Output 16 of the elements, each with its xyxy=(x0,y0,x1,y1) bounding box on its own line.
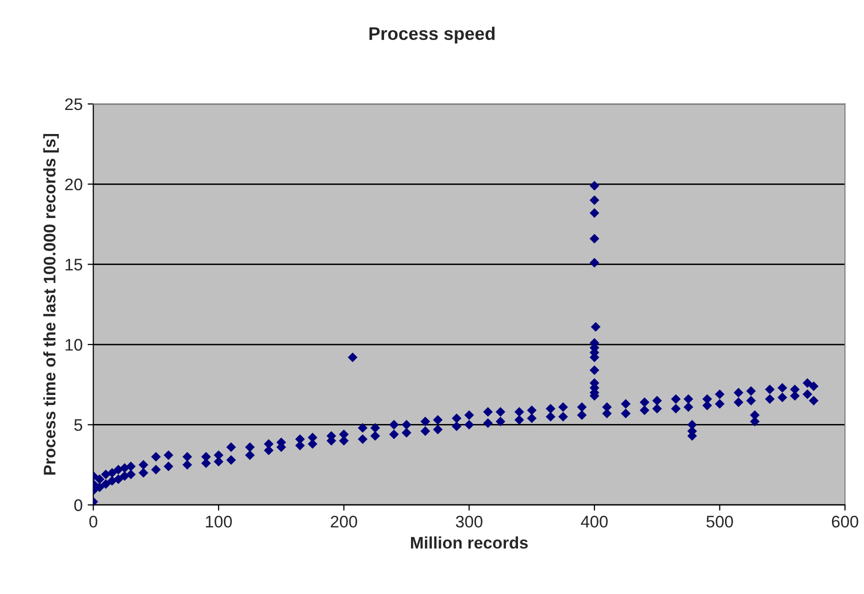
x-tick-label: 400 xyxy=(580,516,608,528)
x-tick-label: 600 xyxy=(832,516,858,528)
y-axis-title: Process time of the last 100.000 records [s] xyxy=(43,134,59,475)
x-tick-label: 100 xyxy=(206,516,232,528)
x-tick-label: 300 xyxy=(456,516,482,528)
y-tick-label: 25 xyxy=(65,98,82,110)
chart-title: Process speed xyxy=(369,26,495,44)
y-tick-label: 15 xyxy=(66,258,82,271)
y-tick-label: 20 xyxy=(65,178,82,190)
y-tick-label: 10 xyxy=(66,338,82,351)
x-tick-label: 500 xyxy=(706,516,733,528)
y-tick-label: 0 xyxy=(74,499,82,512)
x-tick-label: 200 xyxy=(330,516,358,528)
x-tick-label: 0 xyxy=(89,516,98,528)
y-tick-label: 5 xyxy=(74,419,82,431)
x-axis-title: Million records xyxy=(411,536,528,549)
